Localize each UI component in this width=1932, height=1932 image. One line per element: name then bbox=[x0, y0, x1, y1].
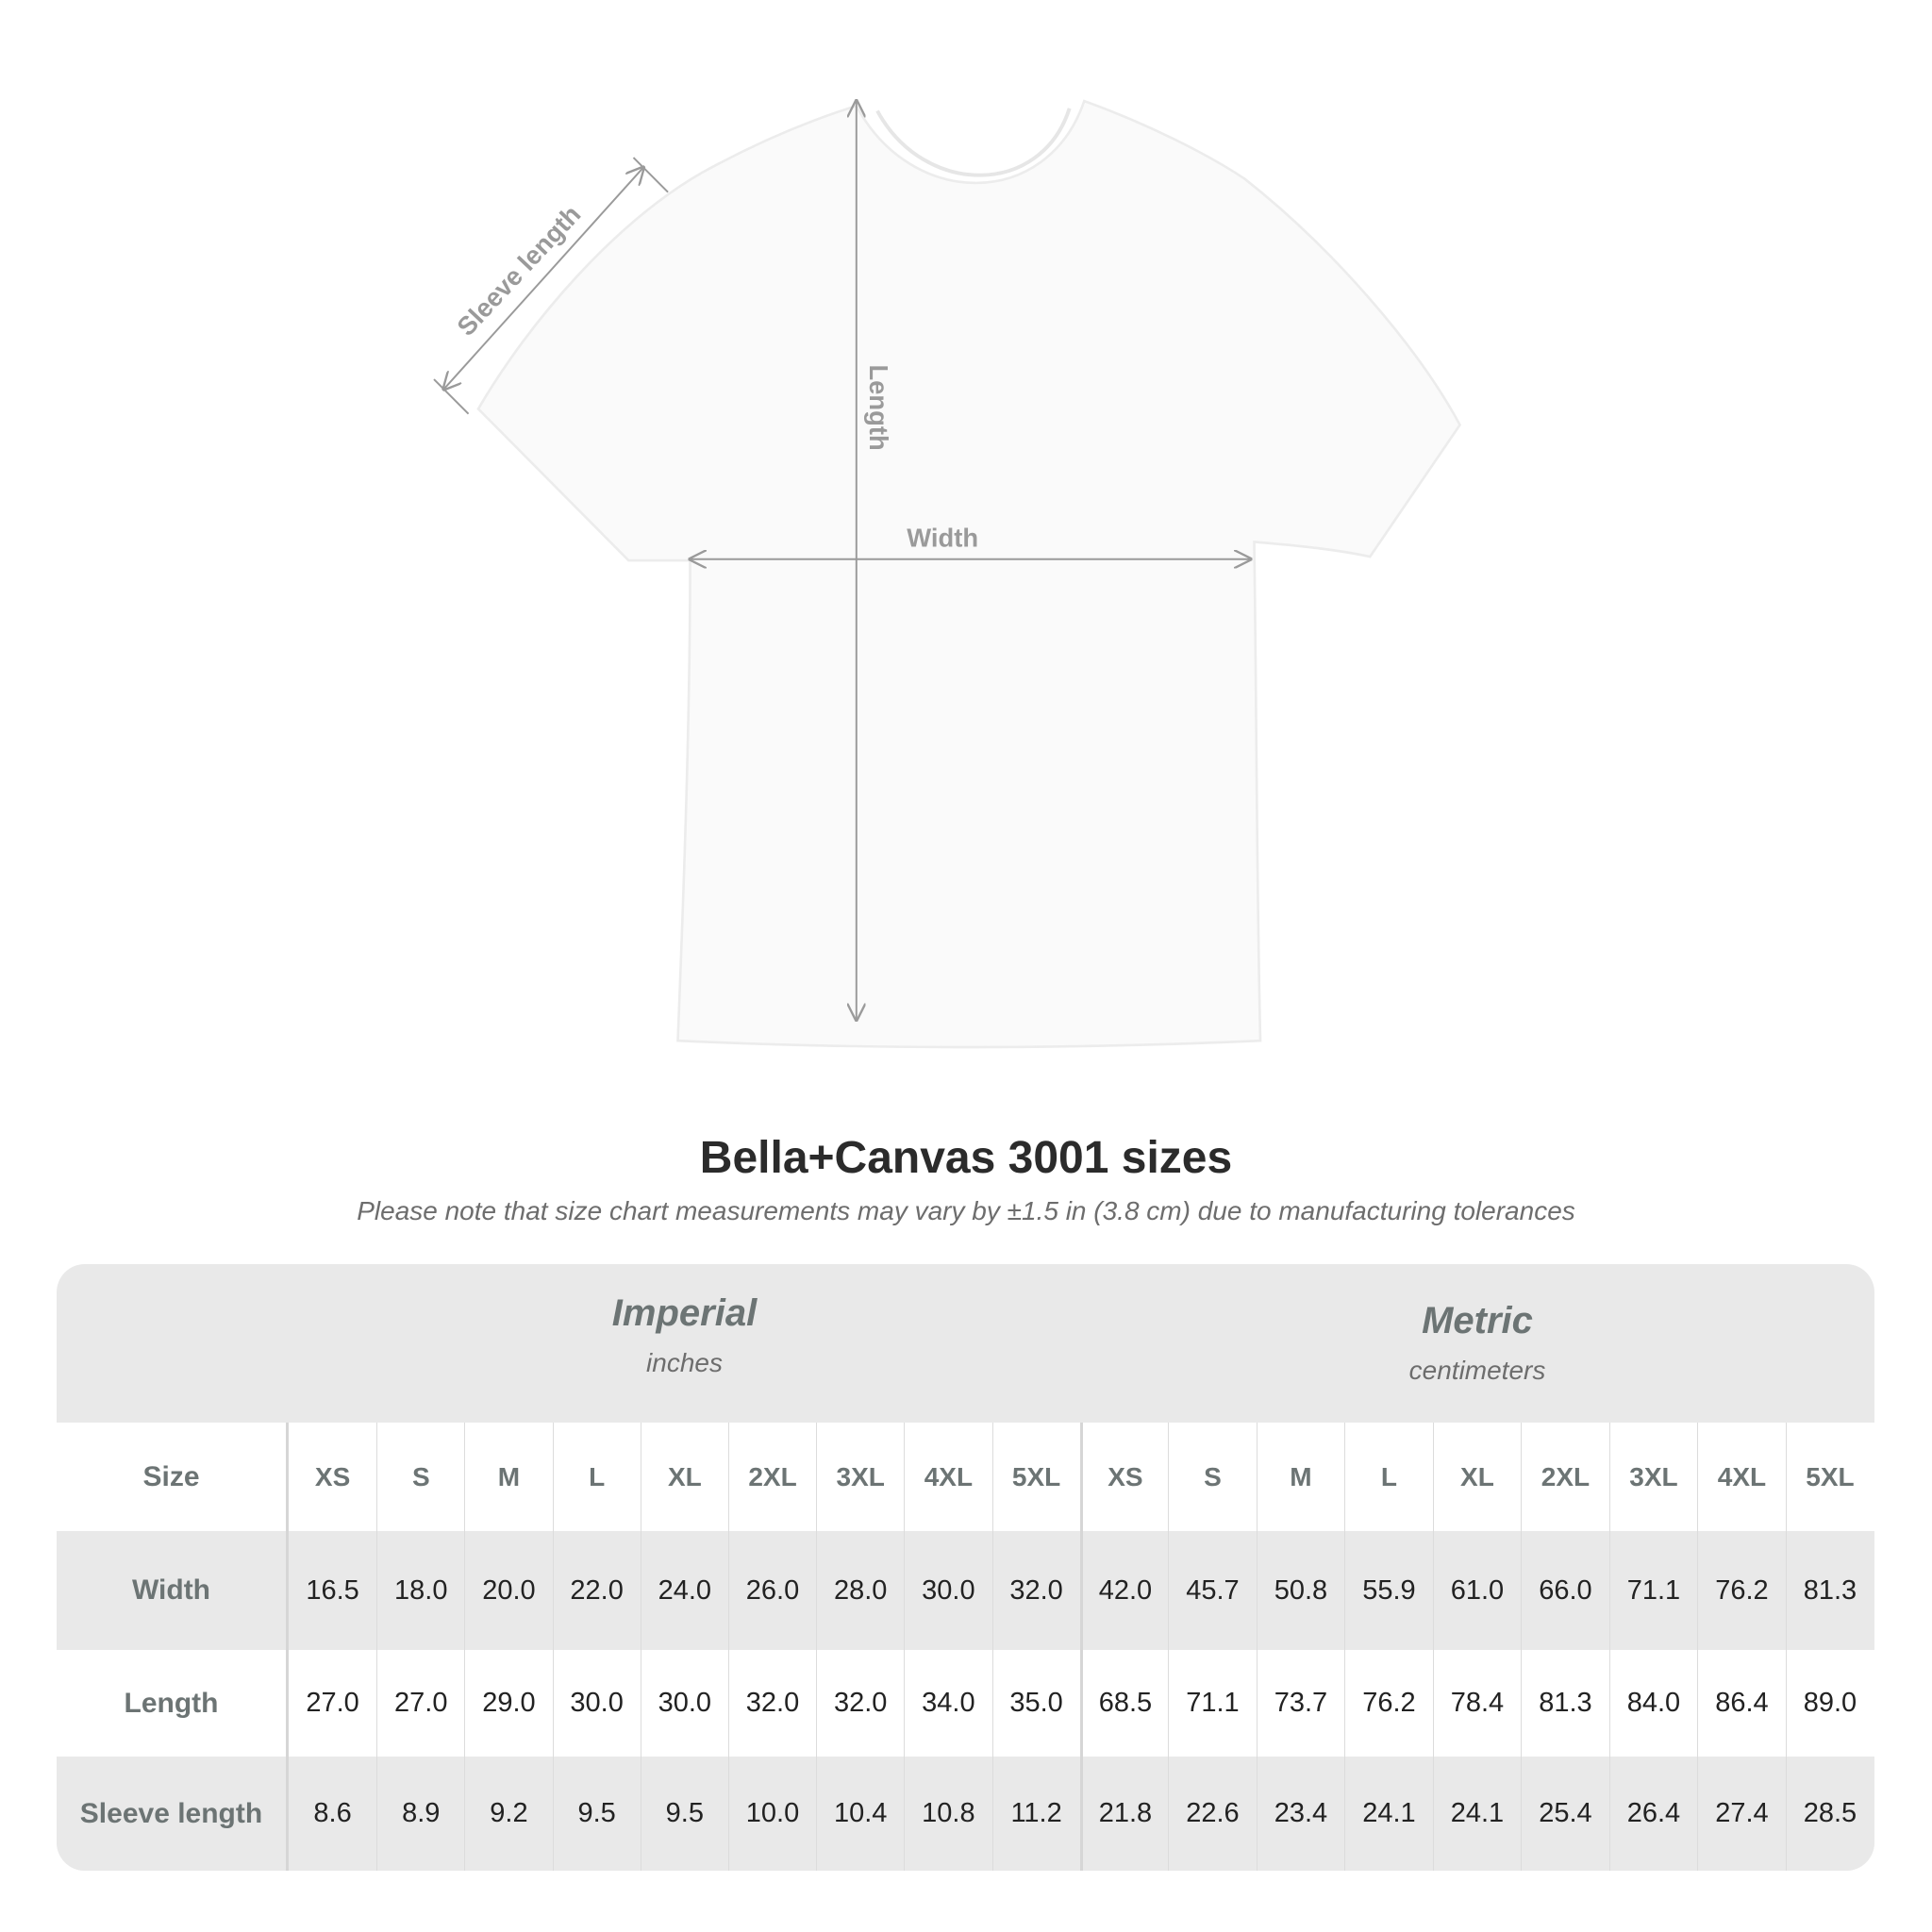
metric-cell: 61.0 bbox=[1432, 1531, 1522, 1650]
metric-cell: 78.4 bbox=[1432, 1650, 1522, 1757]
imperial-cell: 10.0 bbox=[727, 1757, 816, 1871]
metric-unit: centimeters bbox=[1408, 1356, 1546, 1385]
imperial-cell: 24.0 bbox=[640, 1531, 728, 1650]
row-label: Sleeve length bbox=[57, 1757, 289, 1871]
metric-cell: 22.6 bbox=[1168, 1757, 1257, 1871]
size-header-cell: 3XL bbox=[816, 1423, 904, 1531]
imperial-cell: 27.0 bbox=[376, 1650, 464, 1757]
sleeve-arrow bbox=[443, 168, 643, 390]
row-label: Size bbox=[57, 1423, 289, 1531]
metric-cell: 73.7 bbox=[1256, 1650, 1345, 1757]
metric-cell: 68.5 bbox=[1079, 1650, 1169, 1757]
metric-cell: 24.1 bbox=[1432, 1757, 1522, 1871]
imperial-unit: inches bbox=[646, 1348, 723, 1377]
metric-cell: 71.1 bbox=[1168, 1650, 1257, 1757]
size-header-cell: 4XL bbox=[1697, 1423, 1786, 1531]
imperial-cell: 18.0 bbox=[376, 1531, 464, 1650]
imperial-cell: 16.5 bbox=[306, 1574, 359, 1606]
size-table: Imperial inches Metric centimeters Size X… bbox=[57, 1264, 1874, 1871]
metric-cell: 89.0 bbox=[1785, 1650, 1874, 1757]
table-row: Length 27.0 27.0 29.0 30.0 30.0 32.0 32.0 34.0 35… bbox=[57, 1650, 1874, 1757]
imperial-cell: 27.0 bbox=[306, 1688, 359, 1718]
metric-cell: 86.4 bbox=[1697, 1650, 1786, 1757]
metric-cell: 84.0 bbox=[1608, 1650, 1698, 1757]
row-label: Length bbox=[57, 1650, 289, 1757]
imperial-cell: 8.9 bbox=[376, 1757, 464, 1871]
metric-cell: 71.1 bbox=[1608, 1531, 1698, 1650]
metric-cell: 26.4 bbox=[1608, 1757, 1698, 1871]
imperial-cell: 32.0 bbox=[991, 1531, 1080, 1650]
metric-cell: 42.0 bbox=[1079, 1531, 1169, 1650]
imperial-cell: 28.0 bbox=[816, 1531, 904, 1650]
imperial-cell: 30.0 bbox=[640, 1650, 728, 1757]
imperial-cell: 26.0 bbox=[727, 1531, 816, 1650]
metric-cell: 76.2 bbox=[1697, 1531, 1786, 1650]
metric-label: Metric bbox=[1422, 1300, 1533, 1341]
size-header-cell: 3XL bbox=[1608, 1423, 1698, 1531]
imperial-cell: 20.0 bbox=[464, 1531, 552, 1650]
imperial-cell: 30.0 bbox=[552, 1650, 641, 1757]
tshirt-shape bbox=[476, 99, 1462, 1049]
size-header-cell: 5XL bbox=[991, 1423, 1080, 1531]
size-header-cell: S bbox=[1168, 1423, 1257, 1531]
table-row: Width 16.5 18.0 20.0 22.0 24.0 26.0 28.0 30.0 32.… bbox=[57, 1531, 1874, 1650]
metric-cell: 66.0 bbox=[1521, 1531, 1609, 1650]
size-header-cell: L bbox=[552, 1423, 641, 1531]
metric-cell: 81.3 bbox=[1785, 1531, 1874, 1650]
length-label: Length bbox=[864, 364, 893, 450]
size-header-cell: M bbox=[464, 1423, 552, 1531]
metric-cell: 25.4 bbox=[1521, 1757, 1609, 1871]
tolerance-note: Please note that size chart measurements… bbox=[357, 1196, 1575, 1225]
metric-cell: 50.8 bbox=[1256, 1531, 1345, 1650]
metric-cell: 76.2 bbox=[1344, 1650, 1433, 1757]
metric-cell: 23.4 bbox=[1256, 1757, 1345, 1871]
size-header-cell: 2XL bbox=[1521, 1423, 1609, 1531]
imperial-cell: 35.0 bbox=[991, 1650, 1080, 1757]
size-header-cell: M bbox=[1256, 1423, 1345, 1531]
size-header-cell: 2XL bbox=[727, 1423, 816, 1531]
metric-cell: 55.9 bbox=[1344, 1531, 1433, 1650]
imperial-label: Imperial bbox=[611, 1292, 758, 1334]
imperial-cell: 32.0 bbox=[816, 1650, 904, 1757]
imperial-cell: 34.0 bbox=[904, 1650, 991, 1757]
imperial-cell: 9.5 bbox=[552, 1757, 641, 1871]
imperial-cell: 22.0 bbox=[552, 1531, 641, 1650]
size-header-cell: XS bbox=[1079, 1423, 1169, 1531]
metric-cell: 27.4 bbox=[1697, 1757, 1786, 1871]
imperial-cell: 32.0 bbox=[727, 1650, 816, 1757]
table-row: Sleeve length 8.6 8.9 9.2 9.5 9.5 10.0 10.4 10.8… bbox=[57, 1757, 1874, 1871]
size-header-row: Size XS S M L XL 2XL 3XL 4XL 5XL XS S M L XL 2XL 3XL 4XL 5… bbox=[57, 1423, 1874, 1531]
imperial-cell: 10.8 bbox=[904, 1757, 991, 1871]
imperial-cell: 29.0 bbox=[464, 1650, 552, 1757]
width-label: Width bbox=[907, 524, 978, 553]
size-header-cell: XS bbox=[314, 1461, 351, 1491]
metric-cell: 28.5 bbox=[1785, 1757, 1874, 1871]
imperial-header: Imperial inches bbox=[289, 1292, 1080, 1451]
imperial-cell: 9.5 bbox=[640, 1757, 728, 1871]
imperial-cell: 8.6 bbox=[313, 1798, 352, 1828]
imperial-cell: 9.2 bbox=[464, 1757, 552, 1871]
imperial-cell: 11.2 bbox=[991, 1757, 1080, 1871]
size-header-cell: XL bbox=[1432, 1423, 1522, 1531]
metric-cell: 21.8 bbox=[1079, 1757, 1169, 1871]
imperial-cell: 30.0 bbox=[904, 1531, 991, 1650]
size-header-cell: L bbox=[1344, 1423, 1433, 1531]
metric-cell: 45.7 bbox=[1168, 1531, 1257, 1650]
tshirt-diagram: Length Width Sleeve length bbox=[433, 0, 1462, 1049]
page-title: Bella+Canvas 3001 sizes bbox=[699, 1133, 1233, 1183]
size-header-cell: 4XL bbox=[904, 1423, 991, 1531]
metric-header: Metric centimeters bbox=[1080, 1300, 1874, 1458]
size-header-cell: 5XL bbox=[1785, 1423, 1874, 1531]
size-header-cell: S bbox=[376, 1423, 464, 1531]
metric-cell: 81.3 bbox=[1521, 1650, 1609, 1757]
row-label: Width bbox=[57, 1531, 289, 1650]
size-header-cell: XL bbox=[640, 1423, 728, 1531]
imperial-cell: 10.4 bbox=[816, 1757, 904, 1871]
metric-cell: 24.1 bbox=[1344, 1757, 1433, 1871]
